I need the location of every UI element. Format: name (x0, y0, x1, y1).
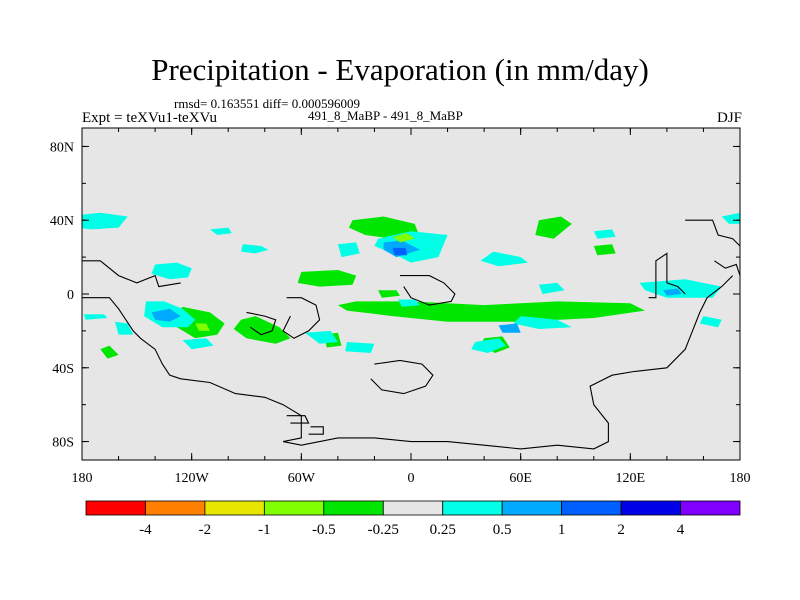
y-tick-label: 40N (50, 214, 74, 229)
season-label: DJF (716, 110, 742, 126)
coastline-6 (286, 415, 310, 424)
colorbar-swatch-3 (263, 500, 325, 516)
colorbar-label: 0.5 (493, 522, 512, 538)
contour-region-0.25-12 (305, 330, 338, 344)
experiment-label: Expt = teXVu1-teXVu (82, 110, 217, 126)
x-tick-label: 120E (616, 471, 646, 486)
coastline-2 (246, 311, 277, 336)
x-tick-label: 60E (509, 471, 532, 486)
x-tick-label: 0 (408, 471, 415, 486)
contour-region--0.25-6 (378, 290, 400, 298)
contour-region-0.25-16 (182, 338, 214, 350)
colorbar: -4 -2 -1 -0.5 -0.25 0.25 0.5 1 2 4 (85, 500, 741, 538)
contour-region-0.25-2 (151, 262, 192, 280)
colorbar-swatch-0 (85, 500, 146, 516)
contour-region-0.5-2 (498, 323, 521, 333)
colorbar-swatch-5 (382, 500, 444, 516)
contour-region-0.25-9 (480, 251, 528, 267)
colorbar-swatch-1 (145, 500, 206, 516)
contour-region-0.25-17 (345, 342, 375, 353)
contour-region-0.25-6 (337, 242, 360, 258)
colorbar-swatch-4 (323, 500, 384, 516)
coastline-3 (282, 297, 321, 339)
contour-region-0.25-13 (639, 279, 722, 298)
colorbar-label: -0.25 (368, 522, 399, 538)
colorbar-swatch-2 (204, 500, 265, 516)
coastline-7 (308, 426, 324, 435)
coastline-0 (82, 275, 734, 450)
x-tick-label: 60W (288, 471, 316, 486)
x-tick-label: 180 (730, 471, 751, 486)
contour-region-0.25-20 (721, 212, 740, 224)
colorbar-swatch-10 (680, 500, 741, 516)
coastline-1 (82, 260, 181, 288)
contour-region-0.25-18 (593, 229, 616, 239)
coastline-8 (648, 252, 686, 299)
contour-region-0.5-3 (663, 288, 682, 296)
contour-region--0.25-1 (233, 316, 291, 344)
contour-region--0.25-9 (593, 244, 616, 256)
contour-region--0.25-2 (297, 270, 357, 287)
contour-region-0.25-8 (398, 299, 421, 307)
colorbar-label: 0.25 (430, 522, 456, 538)
contour-region-0.25-1 (114, 321, 134, 335)
colorbar-label: -0.5 (312, 522, 336, 538)
contour-region--0.5-1 (392, 233, 415, 243)
plot-background (82, 128, 740, 460)
coastlines (82, 219, 740, 450)
contour-region-0.5-0 (151, 308, 181, 322)
contour-region-0.25-10 (471, 338, 506, 353)
colorbar-swatch-8 (561, 500, 622, 516)
colorbar-swatch-7 (501, 500, 563, 516)
colorbar-label: 4 (677, 522, 685, 538)
contour-region-0.25-3 (82, 212, 128, 230)
colorbar-label: -4 (139, 522, 152, 538)
colorbar-label: -2 (199, 522, 212, 538)
contour-region--0.25-4 (348, 216, 419, 239)
colorbar-label: -1 (258, 522, 271, 538)
x-tick-label: 180 (72, 471, 93, 486)
coastline-9 (685, 219, 740, 247)
contour-region-1-0 (392, 247, 408, 256)
y-tick-label: 80S (52, 436, 74, 451)
x-tick-label: 120W (175, 471, 210, 486)
contour-region-0.25-15 (513, 316, 572, 329)
y-tick-label: 40S (52, 362, 74, 377)
colorbar-swatch-9 (620, 500, 681, 516)
contour-regions (82, 212, 740, 359)
colorbar-label: 2 (617, 522, 625, 538)
coastline-5 (370, 359, 434, 395)
axis-ticks: 180 120W 60W 0 60E 120E 180 80N 40N 0 40S 80S (50, 128, 751, 486)
coastline-4 (400, 275, 456, 306)
colorbar-label: 1 (558, 522, 566, 538)
y-tick-label: 80N (50, 140, 74, 155)
contour-region--0.25-3 (337, 301, 645, 322)
case-label: 491_8_MaBP - 491_8_MaBP (308, 108, 463, 123)
contour-region--0.5-0 (195, 323, 210, 331)
contour-region-0.25-5 (209, 227, 232, 235)
contour-region--0.25-8 (535, 216, 572, 239)
contour-region-0.25-19 (83, 314, 108, 320)
colorbar-swatch-6 (442, 500, 503, 516)
contour-region-0.25-11 (538, 282, 565, 294)
contour-region-0.25-4 (241, 244, 269, 254)
stats-line: rmsd= 0.163551 diff= 0.000596009 (174, 96, 360, 111)
contour-region--0.25-5 (100, 345, 119, 359)
chart-title: Precipitation - Evaporation (in mm/day) (151, 52, 649, 87)
y-tick-label: 0 (67, 288, 74, 303)
coastline-10 (714, 260, 740, 276)
contour-region-0.25-14 (699, 316, 722, 328)
